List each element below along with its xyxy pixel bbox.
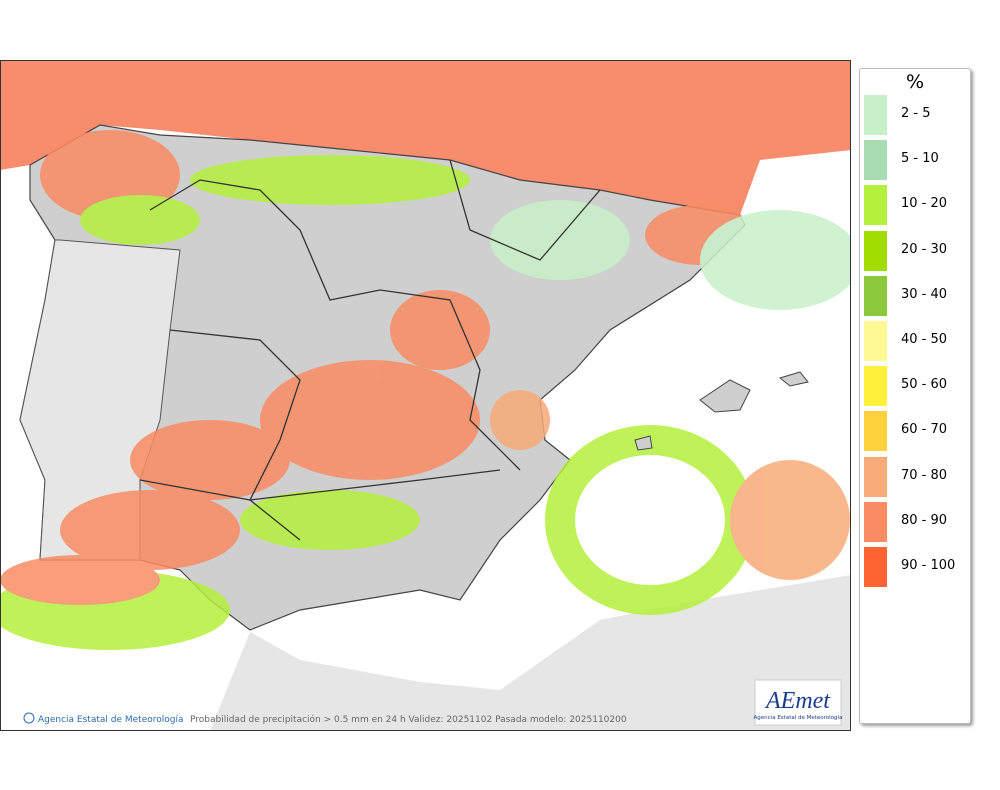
legend-item: 5 - 10 [864,140,968,181]
legend-item: 50 - 60 [864,366,968,407]
legend-swatch [864,230,887,271]
legend-label: 30 - 40 [901,286,948,302]
legend-item: 10 - 20 [864,185,968,226]
legend-item: 70 - 80 [864,456,968,497]
legend-swatch [864,366,887,407]
legend-label: 20 - 30 [901,241,948,257]
legend: % 2 - 5 5 - 10 10 - 20 20 - 30 30 - 40 40 - 5… [859,68,971,724]
legend-swatch [864,501,887,542]
legend-item: 40 - 50 [864,321,968,361]
legend-swatch [864,140,887,181]
legend-label: 10 - 20 [901,196,948,212]
caption: Probabilidad de precipitación > 0.5 mm e… [190,714,627,725]
legend-label: 50 - 60 [901,377,948,393]
legend-item: 60 - 70 [864,411,968,452]
legend-swatch [864,185,887,226]
logo-name: AEmet [764,688,831,714]
legend-label: 90 - 100 [901,558,956,573]
legend-item: 2 - 5 [864,95,968,135]
legend-swatch [864,411,887,452]
logo-subtitle: Agencia Estatal de Meteorología [754,714,843,721]
legend-swatch [864,547,887,587]
legend-label: 60 - 70 [901,422,948,438]
legend-swatch [864,95,887,135]
legend-label: 80 - 90 [901,512,948,528]
legend-item: 80 - 90 [864,501,968,542]
map: Agencia Estatal de Meteorología Probabil… [0,60,851,731]
legend-swatch [864,321,887,361]
legend-label: 2 - 5 [901,106,931,121]
legend-label: 5 - 10 [901,151,939,167]
legend-swatch [864,456,887,497]
legend-item: 90 - 100 [864,547,968,587]
legend-label: 40 - 50 [901,332,948,347]
legend-label: 70 - 80 [901,467,948,483]
legend-item: 20 - 30 [864,230,968,271]
credit: Agencia Estatal de Meteorología [38,715,184,725]
legend-swatch [864,275,887,316]
legend-title: % [905,71,925,93]
legend-item: 30 - 40 [864,275,968,316]
